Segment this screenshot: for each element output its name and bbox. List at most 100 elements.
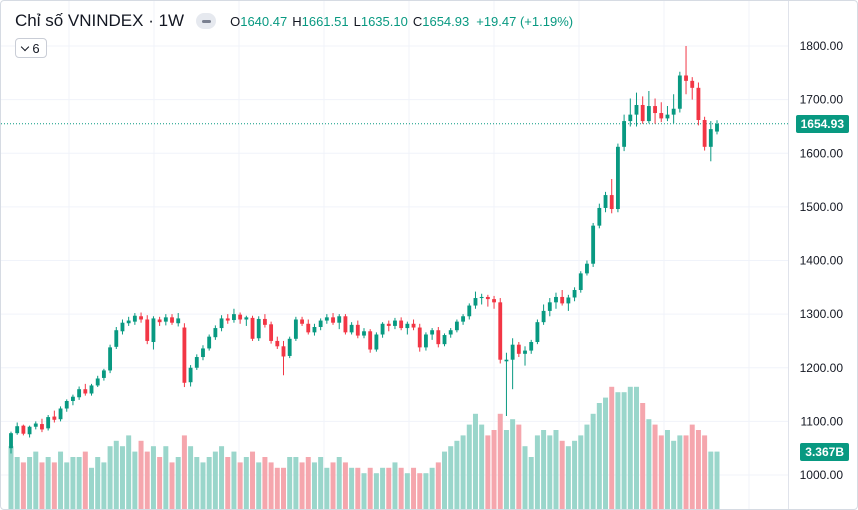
volume-bar bbox=[58, 451, 64, 509]
indicators-count: 6 bbox=[32, 40, 40, 56]
candle-body bbox=[349, 324, 354, 333]
y-tick-label: 1100.00 bbox=[801, 414, 844, 428]
volume-bar bbox=[355, 467, 361, 509]
candle-body bbox=[615, 146, 620, 210]
volume-bar bbox=[466, 424, 472, 509]
candle-body bbox=[578, 273, 583, 290]
candle-body bbox=[355, 324, 360, 336]
candle-body bbox=[132, 315, 137, 322]
volume-bar bbox=[101, 462, 107, 509]
volume-bar bbox=[194, 457, 200, 509]
indicators-toggle-button[interactable]: 6 bbox=[15, 38, 47, 58]
volume-bar bbox=[423, 473, 429, 509]
candle-body bbox=[485, 296, 490, 300]
volume-bar bbox=[417, 473, 423, 509]
high-label: H bbox=[292, 13, 302, 29]
candle-body bbox=[560, 296, 565, 304]
candle-body bbox=[157, 319, 162, 323]
volume-bar bbox=[491, 430, 497, 509]
candle-body bbox=[126, 320, 131, 324]
candle-body bbox=[454, 321, 459, 331]
candle-body bbox=[120, 322, 125, 332]
volume-bar bbox=[714, 451, 720, 509]
volume-bar bbox=[64, 462, 70, 509]
y-tick-label: 1300.00 bbox=[800, 307, 844, 321]
candle-body bbox=[312, 326, 317, 333]
candle-body bbox=[324, 317, 329, 321]
candle-body bbox=[510, 344, 515, 360]
volume-bar bbox=[82, 451, 88, 509]
candle-body bbox=[411, 323, 416, 328]
candle-body bbox=[176, 318, 181, 324]
chevron-down-icon bbox=[21, 42, 30, 51]
y-tick-label: 1600.00 bbox=[800, 146, 844, 160]
volume-bar bbox=[503, 430, 509, 509]
volume-bar bbox=[442, 451, 448, 509]
volume-bar bbox=[299, 462, 305, 509]
volume-bar bbox=[472, 413, 478, 509]
volume-bar bbox=[435, 462, 441, 509]
candle-body bbox=[461, 316, 466, 322]
volume-bar bbox=[627, 386, 633, 509]
volume-bar bbox=[572, 440, 578, 509]
candle-body bbox=[287, 338, 292, 356]
candle-body bbox=[696, 87, 701, 121]
candle-body bbox=[467, 305, 472, 317]
candle-body bbox=[634, 104, 639, 115]
volume-bar bbox=[646, 419, 652, 509]
low-label: L bbox=[353, 13, 361, 29]
candle-body bbox=[95, 378, 100, 386]
candle-body bbox=[591, 225, 596, 264]
volume-bar bbox=[287, 457, 293, 509]
collapse-button[interactable] bbox=[196, 13, 217, 29]
volume-bar bbox=[324, 467, 330, 509]
candle-body bbox=[114, 330, 119, 347]
candle-body bbox=[684, 75, 688, 81]
volume-bar bbox=[677, 435, 683, 509]
candle-body bbox=[256, 318, 261, 339]
candle-body bbox=[609, 195, 614, 210]
close-value: 1654.93 bbox=[422, 13, 470, 29]
volume-bar bbox=[534, 435, 540, 509]
candle-body bbox=[40, 424, 44, 430]
volume-bar bbox=[683, 435, 689, 509]
candle-body bbox=[194, 357, 199, 368]
candle-body bbox=[225, 318, 230, 321]
volume-bar bbox=[225, 457, 231, 509]
volume-bar bbox=[671, 440, 677, 509]
volume-bar bbox=[565, 446, 571, 509]
candle-body bbox=[504, 359, 509, 362]
volume-bar bbox=[411, 467, 417, 509]
volume-bar bbox=[107, 446, 113, 509]
candle-body bbox=[572, 289, 577, 298]
candle-body bbox=[151, 318, 156, 343]
volume-bar bbox=[274, 467, 280, 509]
volume-bar bbox=[157, 457, 163, 509]
volume-bar bbox=[702, 435, 708, 509]
volume-bar bbox=[181, 435, 187, 509]
volume-bar bbox=[553, 430, 559, 509]
candle-body bbox=[269, 324, 274, 341]
candle-body bbox=[368, 331, 373, 350]
volume-bar bbox=[404, 473, 410, 509]
candle-body bbox=[201, 348, 205, 358]
candle-body bbox=[541, 310, 546, 323]
candle-body bbox=[89, 385, 94, 394]
volume-bar bbox=[664, 430, 670, 509]
volume-bar bbox=[454, 440, 460, 509]
volume-bar bbox=[652, 424, 658, 509]
candle-body bbox=[430, 330, 435, 335]
symbol-title[interactable]: Chỉ số VNINDEX · 1W bbox=[15, 11, 185, 30]
candle-body bbox=[170, 317, 174, 323]
candle-body bbox=[677, 75, 682, 109]
candle-body bbox=[337, 316, 342, 323]
candle-body bbox=[331, 317, 335, 323]
volume-bar bbox=[510, 419, 516, 509]
volume-bar bbox=[541, 430, 547, 509]
candle-body bbox=[101, 370, 106, 378]
volume-bar bbox=[231, 451, 237, 509]
candle-body bbox=[405, 323, 410, 329]
volume-bar bbox=[89, 467, 95, 509]
